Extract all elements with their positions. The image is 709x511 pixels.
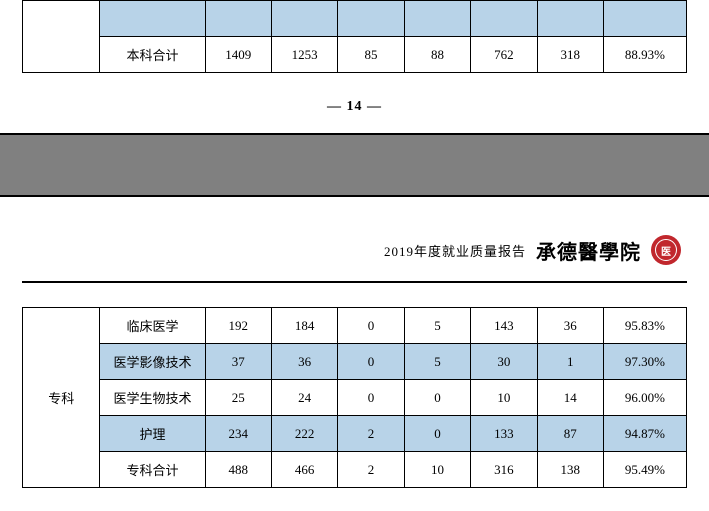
cell: 94.87% xyxy=(603,416,686,452)
cell: 88 xyxy=(404,37,470,73)
cell: 0 xyxy=(404,416,470,452)
seal-inner-text: 医 xyxy=(655,239,677,261)
top-table: 本科合计 1409 1253 85 88 762 318 88.93% xyxy=(22,0,687,73)
cell-empty xyxy=(338,1,404,37)
cell: 234 xyxy=(205,416,271,452)
cell: 36 xyxy=(537,308,603,344)
table-row: 专科 临床医学 192 184 0 5 143 36 95.83% xyxy=(23,308,687,344)
row-label: 医学生物技术 xyxy=(100,380,205,416)
cell-empty xyxy=(100,1,205,37)
cell: 192 xyxy=(205,308,271,344)
table-row: 医学影像技术 37 36 0 5 30 1 97.30% xyxy=(23,344,687,380)
cell: 184 xyxy=(271,308,337,344)
cell: 5 xyxy=(404,344,470,380)
header-line: 2019年度就业质量报告 承德醫學院 医 xyxy=(22,235,687,265)
cell: 316 xyxy=(471,452,537,488)
row-label: 专科合计 xyxy=(100,452,205,488)
table-row: 专科合计 488 466 2 10 316 138 95.49% xyxy=(23,452,687,488)
cell: 37 xyxy=(205,344,271,380)
cell: 0 xyxy=(404,380,470,416)
cell: 488 xyxy=(205,452,271,488)
cell: 222 xyxy=(271,416,337,452)
row-head: 专科 xyxy=(23,308,100,488)
cell: 1253 xyxy=(271,37,337,73)
cell-empty xyxy=(271,1,337,37)
report-title: 2019年度就业质量报告 xyxy=(384,241,526,260)
row-label: 临床医学 xyxy=(100,308,205,344)
cell: 2 xyxy=(338,452,404,488)
cell: 87 xyxy=(537,416,603,452)
cell: 10 xyxy=(404,452,470,488)
table-row: 本科合计 1409 1253 85 88 762 318 88.93% xyxy=(23,37,687,73)
cell: 0 xyxy=(338,380,404,416)
cell: 95.49% xyxy=(603,452,686,488)
cell: 5 xyxy=(404,308,470,344)
cell-empty xyxy=(537,1,603,37)
page-gap xyxy=(0,133,709,197)
cell: 36 xyxy=(271,344,337,380)
cell: 14 xyxy=(537,380,603,416)
cell: 466 xyxy=(271,452,337,488)
bottom-table: 专科 临床医学 192 184 0 5 143 36 95.83% 医学影像技术… xyxy=(22,307,687,488)
cell: 97.30% xyxy=(603,344,686,380)
cell: 2 xyxy=(338,416,404,452)
cell: 1409 xyxy=(205,37,271,73)
cell-empty xyxy=(603,1,686,37)
cell: 143 xyxy=(471,308,537,344)
table-row xyxy=(23,1,687,37)
school-name: 承德醫學院 xyxy=(536,236,641,265)
table-row: 医学生物技术 25 24 0 0 10 14 96.00% xyxy=(23,380,687,416)
header-rule xyxy=(22,281,687,283)
cell: 318 xyxy=(537,37,603,73)
row-head-empty xyxy=(23,1,100,73)
school-seal-icon: 医 xyxy=(651,235,681,265)
cell: 1 xyxy=(537,344,603,380)
row-label: 医学影像技术 xyxy=(100,344,205,380)
cell: 133 xyxy=(471,416,537,452)
row-label: 本科合计 xyxy=(100,37,205,73)
cell-empty xyxy=(471,1,537,37)
cell-empty xyxy=(205,1,271,37)
cell: 95.83% xyxy=(603,308,686,344)
cell-empty xyxy=(404,1,470,37)
cell: 24 xyxy=(271,380,337,416)
page-header: 2019年度就业质量报告 承德醫學院 医 xyxy=(0,197,709,273)
cell: 96.00% xyxy=(603,380,686,416)
cell: 88.93% xyxy=(603,37,686,73)
top-table-container: 本科合计 1409 1253 85 88 762 318 88.93% xyxy=(0,0,709,73)
cell: 30 xyxy=(471,344,537,380)
cell: 762 xyxy=(471,37,537,73)
cell: 0 xyxy=(338,308,404,344)
page-number: — 14 — xyxy=(0,73,709,133)
cell: 85 xyxy=(338,37,404,73)
cell: 0 xyxy=(338,344,404,380)
bottom-table-container: 专科 临床医学 192 184 0 5 143 36 95.83% 医学影像技术… xyxy=(0,307,709,500)
table-row: 护理 234 222 2 0 133 87 94.87% xyxy=(23,416,687,452)
cell: 138 xyxy=(537,452,603,488)
cell: 10 xyxy=(471,380,537,416)
row-label: 护理 xyxy=(100,416,205,452)
cell: 25 xyxy=(205,380,271,416)
